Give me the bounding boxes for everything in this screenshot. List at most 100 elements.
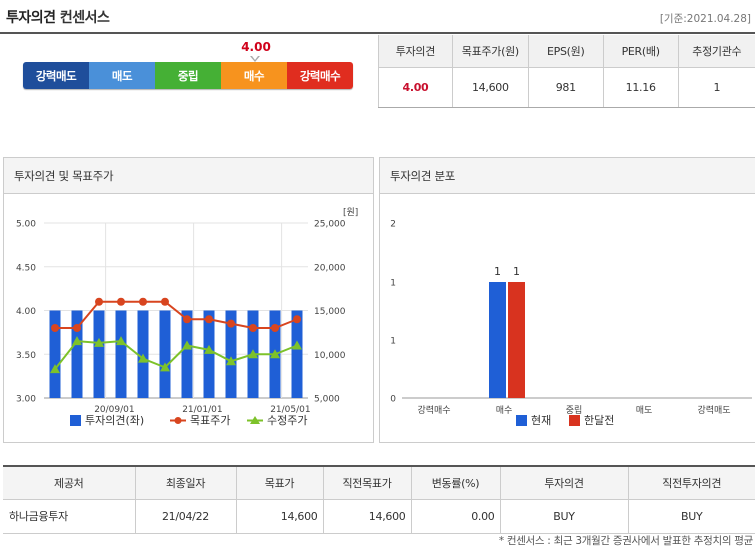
segment-label: 강력매도 <box>35 68 77 83</box>
opinion-target-price-chart: 3.00 3.50 4.00 4.50 5.00 5,000 10,000 15,000 20,… <box>16 207 358 427</box>
legend-swatch-month-ago <box>569 415 580 426</box>
opinion-distribution-panel: 투자의견 분포 0 1 1 2 강력매수 매수 중립 매도 강력매도 1 1 현재 한달전 <box>379 157 755 443</box>
title-divider <box>0 32 755 34</box>
detail-cell-prev-opinion: BUY <box>627 498 755 534</box>
legend-label-opinion: 투자의견(좌) <box>85 414 144 427</box>
detail-cell-opinion: BUY <box>499 498 629 534</box>
opinion-segment-sell: 매도 <box>89 62 155 89</box>
y-tick-label: 0 <box>390 395 396 405</box>
detail-cell-date: 21/04/22 <box>134 498 237 534</box>
opinion-pointer-icon <box>250 56 260 62</box>
legend-label-current: 현재 <box>531 414 551 427</box>
x-tick-label: 강력매도 <box>697 404 730 416</box>
detail-cell-provider: 하나금융투자 <box>3 498 136 534</box>
x-tick-label: 20/09/01 <box>94 405 134 415</box>
point-adjusted-price <box>94 337 104 347</box>
point-adjusted-price <box>226 356 236 366</box>
panel-title: 투자의견 분포 <box>380 158 755 194</box>
opinion-segment-strong-sell: 강력매도 <box>23 62 89 89</box>
opinion-segment-buy: 매수 <box>221 62 287 89</box>
detail-cell-prev-target: 14,600 <box>322 498 412 534</box>
opinion-segment-neutral: 중립 <box>155 62 221 89</box>
series-line-target-price <box>55 300 298 329</box>
detail-header-provider: 제공처 <box>3 465 136 500</box>
summary-header-target-price: 목표주가(원) <box>451 35 529 68</box>
summary-value-target-price: 14,600 <box>451 66 529 108</box>
detail-header-prev-target: 직전목표가 <box>322 465 412 500</box>
y-left-tick-label: 4.00 <box>16 307 36 317</box>
point-adjusted-price <box>182 340 192 350</box>
y-right-tick-label: 20,000 <box>314 263 346 273</box>
footnote: * 컨센서스 : 최근 3개월간 증권사에서 발표한 추정치의 평균 <box>498 535 753 547</box>
bar-opinion <box>181 310 193 398</box>
y-tick-label: 2 <box>390 220 396 230</box>
point-target-price <box>271 324 279 332</box>
x-tick-label: 중립 <box>566 405 583 416</box>
y-tick-label: 1 <box>390 337 396 347</box>
summary-value-estimators: 1 <box>677 66 755 108</box>
data-label: 1 <box>494 265 501 278</box>
legend-label-target-price: 목표주가 <box>190 414 230 427</box>
point-target-price <box>293 315 301 324</box>
point-target-price <box>117 297 125 306</box>
detail-header-change-rate: 변동률(%) <box>410 465 501 500</box>
page-title-main: 투자의견 <box>6 10 56 26</box>
point-adjusted-price <box>160 362 170 372</box>
point-target-price <box>227 319 235 328</box>
detail-header-prev-opinion: 직전투자의견 <box>627 465 755 500</box>
broker-detail-table: 제공처 최종일자 목표가 직전목표가 변동률(%) 투자의견 직전투자의견 하나… <box>3 465 755 534</box>
summary-value-per: 11.16 <box>602 66 679 108</box>
base-date: [기준:2021.04.28] <box>659 13 751 25</box>
summary-value-eps: 981 <box>527 66 604 108</box>
segment-label: 강력매수 <box>299 68 341 83</box>
legend-swatch-current <box>516 415 527 426</box>
segment-label: 매수 <box>243 68 265 83</box>
summary-header-eps: EPS(원) <box>527 35 604 68</box>
point-adjusted-price <box>270 349 280 359</box>
y-tick-label: 1 <box>390 279 396 289</box>
x-tick-label: 21/05/01 <box>270 405 310 415</box>
y-right-tick-label: 10,000 <box>314 351 346 361</box>
point-target-price <box>249 324 257 332</box>
opinion-scale-bar: 강력매도 매도 중립 매수 강력매수 <box>23 62 353 89</box>
segment-label: 중립 <box>177 68 199 83</box>
detail-cell-change-rate: 0.00 <box>410 498 501 534</box>
bar-opinion <box>49 310 61 398</box>
detail-header-opinion: 투자의견 <box>499 465 629 500</box>
panel-title: 투자의견 및 목표주가 <box>4 158 373 194</box>
opinion-score-marker: 4.00 <box>241 40 271 54</box>
x-tick-label: 21/01/01 <box>182 405 222 415</box>
summary-header-opinion: 투자의견 <box>378 35 453 68</box>
opinion-segment-strong-buy: 강력매수 <box>287 62 353 89</box>
bar-opinion <box>93 310 105 398</box>
y-right-unit-label: [원] <box>343 207 358 218</box>
consensus-summary-table: 투자의견 목표주가(원) EPS(원) PER(배) 추정기관수 4.00 14… <box>378 35 755 108</box>
y-right-tick-label: 5,000 <box>314 395 340 405</box>
detail-header-target: 목표가 <box>235 465 324 500</box>
bar-month-ago <box>508 282 525 398</box>
detail-header-row: 제공처 최종일자 목표가 직전목표가 변동률(%) 투자의견 직전투자의견 <box>3 465 755 500</box>
table-row: 하나금융투자 21/04/22 14,600 14,600 0.00 BUY B… <box>3 498 755 534</box>
point-adjusted-price <box>138 353 148 363</box>
page-title-sub: 컨센서스 <box>59 10 110 26</box>
y-left-tick-label: 3.50 <box>16 351 36 361</box>
summary-header-estimators: 추정기관수 <box>677 35 755 68</box>
point-target-price <box>205 315 213 324</box>
summary-header-row: 투자의견 목표주가(원) EPS(원) PER(배) 추정기관수 <box>378 35 755 68</box>
point-target-price <box>95 297 103 306</box>
detail-cell-target: 14,600 <box>235 498 324 534</box>
legend-label-adjusted-price: 수정주가 <box>267 414 307 427</box>
series-line-adjusted-price <box>54 340 298 370</box>
point-adjusted-price <box>72 336 82 346</box>
y-right-tick-label: 25,000 <box>314 220 346 230</box>
x-tick-label: 매도 <box>636 405 653 416</box>
point-target-price <box>51 324 59 332</box>
point-target-price <box>139 297 147 306</box>
point-target-price <box>183 315 191 324</box>
summary-header-per: PER(배) <box>602 35 679 68</box>
bar-opinion <box>225 310 237 398</box>
bar-opinion <box>291 310 303 398</box>
y-left-tick-label: 5.00 <box>16 220 36 230</box>
point-adjusted-price <box>50 364 60 374</box>
